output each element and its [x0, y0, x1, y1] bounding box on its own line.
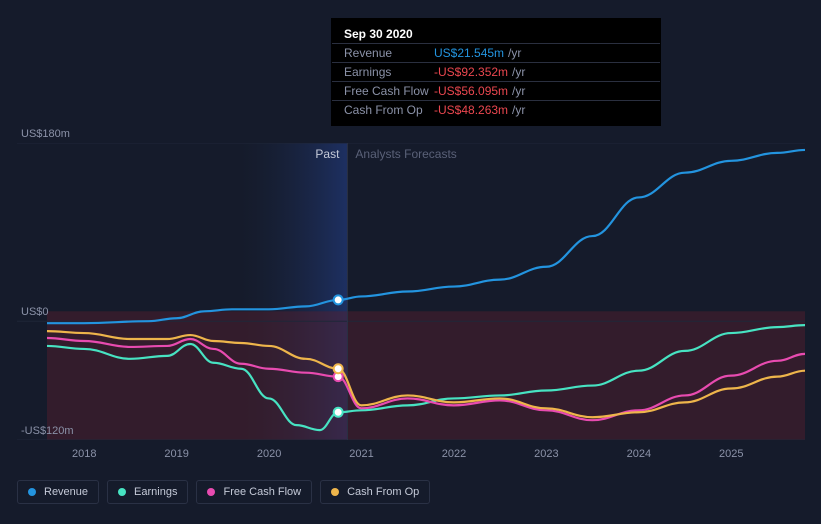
x-axis-label: 2025	[719, 448, 743, 460]
tooltip-metric-suffix: /yr	[508, 46, 521, 60]
legend-label: Free Cash Flow	[223, 486, 301, 498]
legend-label: Revenue	[44, 486, 88, 498]
tooltip-metric-suffix: /yr	[512, 65, 525, 79]
tooltip-metric-label: Free Cash Flow	[344, 84, 434, 98]
tooltip-row: Free Cash Flow-US$56.095m/yr	[332, 81, 660, 100]
x-axis-label: 2019	[164, 448, 188, 460]
past-label: Past	[315, 147, 339, 161]
tooltip-metric-suffix: /yr	[512, 103, 525, 117]
legend-dot-icon	[28, 488, 36, 496]
legend-dot-icon	[207, 488, 215, 496]
y-axis-label: US$180m	[21, 128, 70, 140]
legend-label: Cash From Op	[347, 486, 419, 498]
legend-item[interactable]: Cash From Op	[320, 480, 430, 504]
series-line	[47, 150, 805, 323]
legend-item[interactable]: Earnings	[107, 480, 188, 504]
legend: Revenue Earnings Free Cash Flow Cash From O…	[17, 480, 430, 504]
tooltip-metric-label: Earnings	[344, 65, 434, 79]
x-axis-label: 2020	[257, 448, 281, 460]
y-axis-label: -US$120m	[21, 425, 74, 437]
x-axis-label: 2018	[72, 448, 96, 460]
tooltip-row: Earnings-US$92.352m/yr	[332, 62, 660, 81]
series-marker	[334, 295, 343, 304]
x-axis-label: 2021	[349, 448, 373, 460]
chart	[17, 143, 805, 440]
series-marker	[334, 364, 343, 373]
x-axis-label: 2024	[627, 448, 651, 460]
tooltip-metric-suffix: /yr	[512, 84, 525, 98]
tooltip-row: Cash From Op-US$48.263m/yr	[332, 100, 660, 119]
series-marker	[334, 408, 343, 417]
legend-label: Earnings	[134, 486, 177, 498]
forecast-label: Analysts Forecasts	[355, 147, 456, 161]
tooltip-row: RevenueUS$21.545m/yr	[332, 43, 660, 62]
tooltip-metric-value: US$21.545m	[434, 46, 504, 60]
legend-dot-icon	[118, 488, 126, 496]
tooltip: Sep 30 2020 RevenueUS$21.545m/yrEarnings…	[331, 18, 661, 126]
legend-item[interactable]: Free Cash Flow	[196, 480, 312, 504]
tooltip-date: Sep 30 2020	[332, 25, 660, 43]
x-axis-label: 2023	[534, 448, 558, 460]
legend-dot-icon	[331, 488, 339, 496]
y-axis-label: US$0	[21, 306, 49, 318]
tooltip-metric-value: -US$56.095m	[434, 84, 508, 98]
legend-item[interactable]: Revenue	[17, 480, 99, 504]
tooltip-metric-label: Revenue	[344, 46, 434, 60]
x-axis-label: 2022	[442, 448, 466, 460]
tooltip-metric-value: -US$92.352m	[434, 65, 508, 79]
tooltip-metric-label: Cash From Op	[344, 103, 434, 117]
tooltip-metric-value: -US$48.263m	[434, 103, 508, 117]
